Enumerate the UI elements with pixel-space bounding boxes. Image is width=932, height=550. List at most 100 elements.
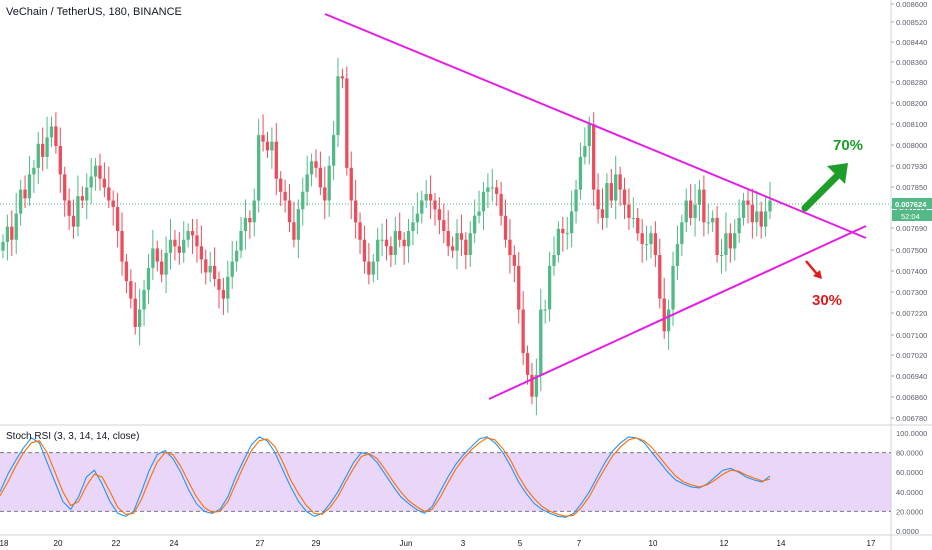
price-tick-label: 0.008280 <box>896 78 927 87</box>
candle-body <box>715 217 719 255</box>
candle-body <box>495 187 499 194</box>
candle-body <box>89 176 93 188</box>
candle-body <box>543 309 547 311</box>
candle-body <box>137 309 142 327</box>
candle-body <box>596 189 600 210</box>
candle-body <box>85 187 89 201</box>
price-tick-label: 0.008200 <box>896 99 927 108</box>
candle-body <box>459 233 464 240</box>
candle-body <box>283 191 287 201</box>
rsi-tick-label: 80.0000 <box>896 449 923 458</box>
candle-body <box>18 189 23 214</box>
candle-body <box>565 233 569 235</box>
current-price-tag <box>892 198 932 209</box>
rsi-series-line <box>0 436 771 518</box>
down-probability-label: 30% <box>812 292 843 309</box>
candle-body <box>583 146 587 157</box>
candle-body <box>627 204 631 218</box>
price-tick-label: 0.007690 <box>896 224 927 233</box>
candle-body <box>662 298 666 332</box>
candle-body <box>243 217 248 232</box>
candle-body <box>173 239 177 247</box>
time-axis-label: 18 <box>0 539 9 548</box>
candle-body <box>327 165 331 201</box>
price-tick-label: 0.006860 <box>896 393 927 402</box>
candle-body <box>393 231 397 255</box>
candle-body <box>204 259 208 273</box>
candle-body <box>578 156 583 190</box>
candle-body <box>265 141 270 151</box>
candle-body <box>358 222 362 240</box>
candle-body <box>433 200 437 210</box>
candle-body <box>402 239 406 247</box>
candle-body <box>41 143 45 157</box>
candle-body <box>592 124 596 190</box>
candle-body <box>600 209 605 218</box>
candle-body <box>768 200 772 212</box>
candle-body <box>763 211 768 227</box>
candle-body <box>614 174 618 201</box>
candle-body <box>1 241 5 251</box>
up-arrow-shaft <box>801 171 842 212</box>
candle-body <box>680 222 684 245</box>
candle-body <box>428 193 433 201</box>
chart-title: VeChain / TetherUS, 180, BINANCE <box>6 6 182 18</box>
candle-body <box>569 211 574 234</box>
candle-body <box>644 244 649 246</box>
candle-body <box>711 217 715 223</box>
candle-body <box>98 165 102 179</box>
candle-body <box>499 193 503 216</box>
candle-body <box>697 189 702 205</box>
candle-body <box>424 193 428 201</box>
price-tick-label: 0.007300 <box>896 288 927 297</box>
candle-body <box>296 209 300 240</box>
candle-body <box>124 261 129 282</box>
candle-body <box>212 265 217 279</box>
candle-body <box>490 187 494 189</box>
candle-body <box>636 217 640 234</box>
candle-body <box>292 222 296 240</box>
candle-body <box>208 265 212 273</box>
candle-body <box>525 353 530 375</box>
time-axis-label: 7 <box>577 539 582 548</box>
down-arrow-head <box>813 270 822 279</box>
candle-body <box>301 191 305 210</box>
price-tick-label: 0.007930 <box>896 162 927 171</box>
candle-body <box>631 217 636 219</box>
candle-body <box>437 209 442 221</box>
candle-body <box>155 248 159 262</box>
rsi-tick-label: 60.0000 <box>896 468 923 477</box>
candle-body <box>693 204 697 218</box>
price-tick-label: 0.007020 <box>896 351 927 360</box>
candle-body <box>115 207 120 232</box>
candle-body <box>314 161 318 168</box>
candle-body <box>741 200 746 218</box>
countdown-label: 52:04 <box>901 212 920 221</box>
candle-body <box>671 265 675 310</box>
time-axis-label: 22 <box>112 539 121 548</box>
candle-body <box>274 141 278 179</box>
candle-body <box>376 239 380 262</box>
price-tick-label: 0.006940 <box>896 372 927 381</box>
candle-body <box>45 137 49 157</box>
candle-body <box>367 261 371 275</box>
time-axis-label: 29 <box>312 539 321 548</box>
candle-body <box>755 211 759 223</box>
candle-body <box>54 126 58 147</box>
candle-body <box>384 239 389 247</box>
candle-body <box>658 255 662 299</box>
candle-body <box>371 261 375 275</box>
candle-body <box>318 167 323 188</box>
candle-body <box>305 174 309 192</box>
candle-body <box>609 183 613 201</box>
price-tick-label: 0.008100 <box>896 120 927 129</box>
candle-body <box>67 200 71 216</box>
up-arrow-icon <box>801 163 848 212</box>
candle-body <box>649 233 653 245</box>
candle-body <box>684 200 688 223</box>
candle-body <box>270 141 274 151</box>
countdown-tag <box>892 210 932 221</box>
candle-body <box>706 222 710 224</box>
candle-body <box>737 217 741 234</box>
